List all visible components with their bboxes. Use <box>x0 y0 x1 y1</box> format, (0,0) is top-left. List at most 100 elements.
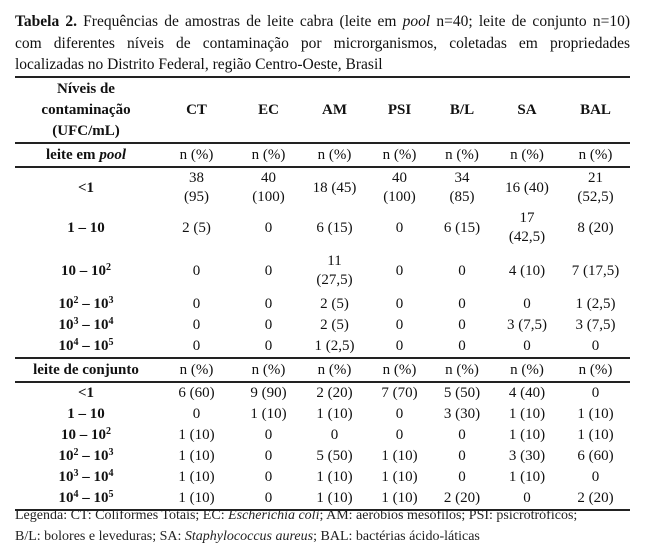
unit-cell: n (%) <box>368 358 431 383</box>
value-cell: 0 <box>264 296 273 312</box>
section-label: leite em pool <box>15 143 157 168</box>
level-base: 10 <box>58 469 74 485</box>
value-cell: 4 (40) <box>508 385 546 401</box>
unit-cell: n (%) <box>561 358 630 383</box>
level-exp: 4 <box>73 489 79 500</box>
caption-line-2: com diferentes níveis de contaminação po… <box>15 34 630 52</box>
header-ct: CT <box>157 76 236 144</box>
level-exp2: 4 <box>108 468 114 479</box>
value-cell: 6 (15) <box>443 219 481 236</box>
value-cell: 0 <box>192 262 201 279</box>
table-row: 102 – 103 0 0 2 (5) 0 0 0 1 (2,5) <box>15 294 630 315</box>
value-cell: 1 (10) <box>250 406 287 422</box>
value-cell: 3 (30) <box>508 448 546 464</box>
level-exp: 3 <box>73 468 79 479</box>
value-cell: 1 (2,5) <box>301 336 368 359</box>
level-label: 103 – 104 <box>15 315 157 336</box>
unit-cell: n (%) <box>236 143 301 168</box>
header-bal: BAL <box>561 76 630 144</box>
section-label-text: leite em <box>46 146 100 163</box>
value-cell: 3 (30) <box>443 406 481 422</box>
level-label: <1 <box>15 167 157 208</box>
value-cell: 2 (5) <box>320 296 349 312</box>
value-cell: 2 (20) <box>431 488 493 511</box>
section-label-text: leite de conjunto <box>33 361 139 378</box>
level-base: 1 – 10 <box>67 406 105 422</box>
value-cell: 0 <box>264 448 273 464</box>
level-exp2: 5 <box>108 337 114 348</box>
level-base2: – 10 <box>78 448 109 464</box>
value-cell: 1 (10) <box>316 469 353 485</box>
level-exp: 2 <box>106 426 111 437</box>
value-cell: 2 (5) <box>182 219 211 236</box>
value-cell: 1 (10) <box>381 469 418 485</box>
level-exp: 2 <box>106 261 111 273</box>
level-label: 102 – 103 <box>15 294 157 315</box>
value-cell: 0 <box>264 427 273 443</box>
value-cell: 8 (20) <box>577 219 614 236</box>
value-cell: 1 (10) <box>508 469 546 485</box>
value-cell: 1 (10) <box>178 427 215 443</box>
level-base2: – 10 <box>78 490 109 506</box>
value-cell: 1 (2,5) <box>575 296 616 312</box>
unit-cell: n (%) <box>431 143 493 168</box>
unit-cell: n (%) <box>493 358 561 383</box>
table-caption: Tabela 2. Frequências de amostras de lei… <box>15 11 630 76</box>
value-cell: 1 (10) <box>178 448 215 464</box>
header-row: Níveis de contaminação (UFC/mL) CT EC AM PSI… <box>15 76 630 144</box>
unit-cell: n (%) <box>157 143 236 168</box>
value-cell: 2 (20) <box>561 488 630 511</box>
value-cell: 1 (10) <box>301 488 368 511</box>
value-cell: 1 (10) <box>316 406 353 422</box>
level-label: 104 – 105 <box>15 488 157 511</box>
value-cell: 0 <box>458 469 466 485</box>
value-cell: 0 <box>264 219 273 236</box>
header-bl: B/L <box>431 76 493 144</box>
value-cell: 5 (50) <box>316 448 353 464</box>
value-cell: 1 (10) <box>157 488 236 511</box>
value-cell: 0 <box>458 296 466 312</box>
value-cell: 0 <box>330 427 339 443</box>
value-cell: 1 (10) <box>508 427 546 443</box>
value-cell: 6 (60) <box>577 448 614 464</box>
value-cell: 1 (10) <box>178 469 215 485</box>
table-row: <1 6 (60) 9 (90) 2 (20) 7 (70) 5 (50) 4 (40) 0 <box>15 382 630 404</box>
level-base: 10 <box>58 296 74 312</box>
level-base2: – 10 <box>78 469 109 485</box>
header-ec: EC <box>236 76 301 144</box>
value-cell: 0 <box>395 262 404 279</box>
level-base: 10 <box>58 448 74 464</box>
level-base: <1 <box>77 385 95 401</box>
level-base: 1 – 10 <box>67 219 105 236</box>
value-cell: 0 <box>395 406 404 422</box>
value-cell: 0 <box>157 336 236 359</box>
value-cell: 40 (100) <box>383 170 416 205</box>
value-cell: 0 <box>264 469 273 485</box>
level-base: 10 <box>58 317 74 333</box>
value-cell: 38 (95) <box>184 170 209 205</box>
level-base2: – 10 <box>78 317 109 333</box>
level-label: 10 – 102 <box>15 248 157 294</box>
value-cell: 6 (15) <box>316 219 353 236</box>
table-row: 104 – 105 1 (10) 0 1 (10) 1 (10) 2 (20) 0 2 (20… <box>15 488 630 511</box>
value-cell: 7 (17,5) <box>571 262 620 279</box>
header-psi: PSI <box>368 76 431 144</box>
unit-cell: n (%) <box>431 358 493 383</box>
value-cell: 1 (10) <box>577 427 614 443</box>
value-cell: 1 (10) <box>381 448 418 464</box>
header-levels: Níveis de contaminação (UFC/mL) <box>15 76 157 144</box>
value-cell: 16 (40) <box>505 179 549 196</box>
section-label-italic: pool <box>99 146 126 163</box>
value-cell: 34 (85) <box>449 170 475 205</box>
level-base: 10 <box>58 338 74 354</box>
value-cell: 0 <box>591 385 600 401</box>
level-base: 10 <box>58 490 74 506</box>
table-row: 10 – 102 0 0 11 (27,5) 0 0 4 (10) 7 (17,5) <box>15 248 630 294</box>
legend-text: B/L: bolores e leveduras; SA: <box>15 529 185 544</box>
value-cell: 0 <box>493 336 561 359</box>
value-cell: 0 <box>458 317 466 333</box>
level-base: <1 <box>77 179 95 196</box>
table-row: 104 – 105 0 0 1 (2,5) 0 0 0 0 <box>15 336 630 359</box>
level-label: 102 – 103 <box>15 446 157 467</box>
